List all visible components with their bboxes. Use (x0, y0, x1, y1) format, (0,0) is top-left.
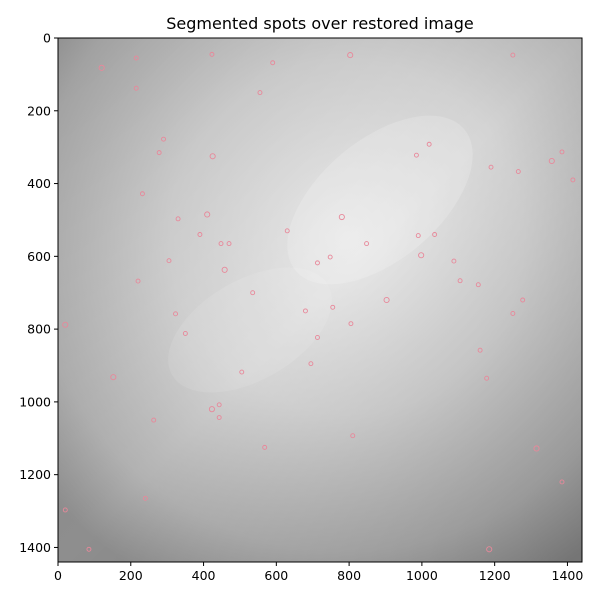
x-tick-label: 200 (119, 568, 143, 583)
x-tick-label: 0 (54, 568, 62, 583)
spot-outline (257, 90, 263, 96)
spot-outline (270, 60, 276, 66)
y-tick-label: 1000 (19, 394, 51, 409)
spot-outline (559, 479, 565, 485)
spot-outline (110, 374, 117, 381)
spot-outline (451, 258, 457, 264)
x-tick-label: 800 (337, 568, 361, 583)
spot-outline (216, 402, 222, 408)
spot-outline (477, 347, 483, 353)
axes-frame (57, 37, 583, 563)
spot-outline (348, 321, 354, 327)
spot-outline (510, 311, 516, 316)
y-tick-label: 200 (27, 103, 51, 118)
spot-outline (347, 52, 354, 59)
spot-outline (457, 278, 463, 284)
spot-outline (308, 361, 314, 367)
spot-outline (204, 211, 211, 218)
spot-outline (383, 296, 390, 304)
spot-outline (151, 417, 157, 423)
spot-outline (570, 177, 576, 183)
spot-outline (350, 433, 356, 439)
spot-outline (197, 232, 203, 237)
spot-outline (142, 495, 148, 501)
x-axis: 0 200 400 600 800 1000 1200 1400 (54, 562, 583, 583)
spot-outline (98, 64, 105, 71)
spot-outline (133, 85, 139, 91)
spot-outline (515, 169, 521, 174)
spot-outline (486, 546, 493, 553)
spot-outline (135, 278, 141, 284)
spot-outline (133, 55, 139, 61)
spot-outline (484, 375, 490, 381)
y-tick-label: 600 (27, 249, 51, 264)
spot-outline (415, 233, 421, 239)
spot-outline (86, 546, 92, 552)
spot-outline (226, 241, 232, 247)
y-tick-label: 400 (27, 176, 51, 191)
spot-outline (315, 260, 320, 266)
spot-outline (62, 507, 68, 513)
spot-outline (208, 406, 215, 413)
spot-outline (156, 150, 162, 156)
restored-image (58, 38, 582, 562)
spot-outline (520, 297, 526, 303)
spot-outline (161, 136, 166, 142)
x-tick-label: 1200 (479, 568, 511, 583)
spot-outline (426, 141, 432, 147)
x-tick-label: 600 (264, 568, 288, 583)
spot-outline (62, 321, 69, 328)
spot-outline (221, 266, 228, 273)
spot-outline (533, 445, 540, 452)
x-tick-label: 1400 (552, 568, 584, 583)
y-tick-label: 1400 (19, 540, 51, 555)
y-axis: 0 200 400 600 800 1000 1200 1400 (19, 31, 58, 555)
spot-outline (548, 157, 555, 165)
spot-outline (209, 153, 216, 160)
spot-outline (559, 149, 565, 155)
x-tick-label: 1000 (406, 568, 438, 583)
spot-outline (250, 290, 256, 296)
spot-outline (475, 282, 481, 288)
spot-outline (327, 254, 333, 260)
spot-outline (488, 164, 494, 170)
spot-outline (315, 335, 320, 340)
spot-outline (284, 228, 290, 234)
spot-outline (209, 51, 215, 57)
y-tick-label: 1200 (19, 467, 51, 482)
y-tick-label: 800 (27, 322, 51, 337)
spot-outline (510, 52, 516, 58)
plot-title: Segmented spots over restored image (166, 14, 473, 33)
spot-outlines (62, 51, 576, 553)
spot-outline (216, 415, 222, 420)
x-tick-label: 400 (192, 568, 216, 583)
spot-outline (330, 304, 336, 310)
spot-outline (413, 152, 419, 158)
spot-outline (262, 444, 268, 450)
y-tick-label: 0 (43, 31, 51, 46)
spot-outline (175, 216, 181, 222)
spot-outline (302, 308, 308, 314)
spot-outline (364, 241, 370, 247)
spot-outline (418, 252, 425, 259)
spot-outline (239, 369, 245, 375)
spot-outline (338, 213, 345, 221)
spot-outline (218, 241, 224, 247)
spot-outline (432, 232, 438, 237)
spot-outline (173, 311, 178, 317)
spot-outline (166, 258, 172, 264)
spot-outline (139, 191, 145, 197)
spot-outline (182, 331, 188, 336)
